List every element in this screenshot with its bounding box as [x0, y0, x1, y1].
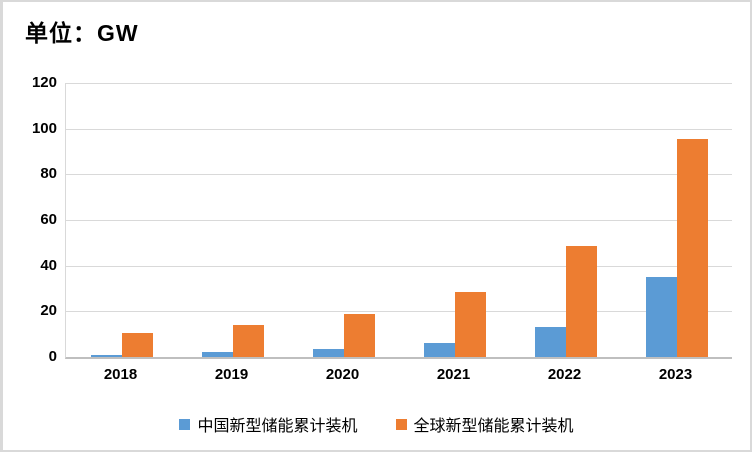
bar-group-2023: [621, 83, 732, 357]
bar-group-2019: [177, 83, 288, 357]
x-tick-label-2018: 2018: [103, 366, 138, 383]
legend-item-china: 中国新型储能累计装机: [179, 412, 358, 436]
y-tick-label-100: 100: [31, 119, 57, 137]
y-tick-label-20: 20: [40, 302, 57, 320]
plot-area: [65, 83, 732, 359]
x-tick-label-2020: 2020: [325, 366, 360, 383]
bar-group-2018: [66, 83, 177, 357]
bar-global-2021: [454, 291, 486, 357]
bar-china-2021: [423, 343, 455, 357]
legend-marker-icon: [179, 418, 191, 430]
x-tick-label-2023: 2023: [658, 366, 693, 383]
y-tick-label-120: 120: [31, 74, 57, 91]
bar-china-2023: [645, 277, 677, 357]
gridline-80: [66, 174, 732, 176]
gridline-100: [66, 128, 732, 130]
y-tick-label-60: 60: [40, 211, 57, 228]
bar-china-2022: [534, 327, 566, 357]
y-tick-label-0: 0: [48, 348, 57, 365]
x-axis: 2018 2019 2020 2021 2022 2023: [65, 366, 731, 383]
x-tick-label-2019: 2019: [214, 366, 249, 383]
bar-global-2020: [343, 314, 375, 357]
gridline-40: [66, 265, 732, 267]
bar-china-2018: [90, 354, 122, 357]
y-tick-label-40: 40: [40, 256, 57, 274]
legend-label-china: 中国新型储能累计装机: [197, 418, 358, 435]
gridline-20: [66, 311, 732, 313]
bar-global-2023: [676, 139, 708, 357]
legend-marker-icon: [395, 418, 407, 430]
gridline-60: [66, 220, 732, 221]
legend-label-global: 全球新型储能累计装机: [413, 418, 574, 435]
y-tick-label-80: 80: [40, 165, 57, 183]
legend: 中国新型储能累计装机 全球新型储能累计装机: [3, 412, 750, 436]
bar-group-2022: [510, 83, 621, 357]
bar-china-2019: [201, 352, 233, 357]
bar-global-2019: [232, 325, 264, 357]
bars-layer: [66, 83, 732, 357]
bar-group-2020: [288, 83, 399, 357]
bar-group-2021: [399, 83, 510, 357]
y-axis: 0 20 40 60 80 100 120: [3, 74, 57, 365]
legend-item-global: 全球新型储能累计装机: [395, 412, 574, 436]
bar-global-2022: [565, 246, 597, 357]
gridline-120: [66, 83, 732, 84]
x-tick-label-2022: 2022: [547, 366, 582, 383]
bar-china-2020: [312, 349, 344, 357]
bar-global-2018: [121, 333, 153, 357]
chart-title: 单位：GW: [25, 20, 139, 46]
x-tick-label-2021: 2021: [436, 366, 471, 383]
